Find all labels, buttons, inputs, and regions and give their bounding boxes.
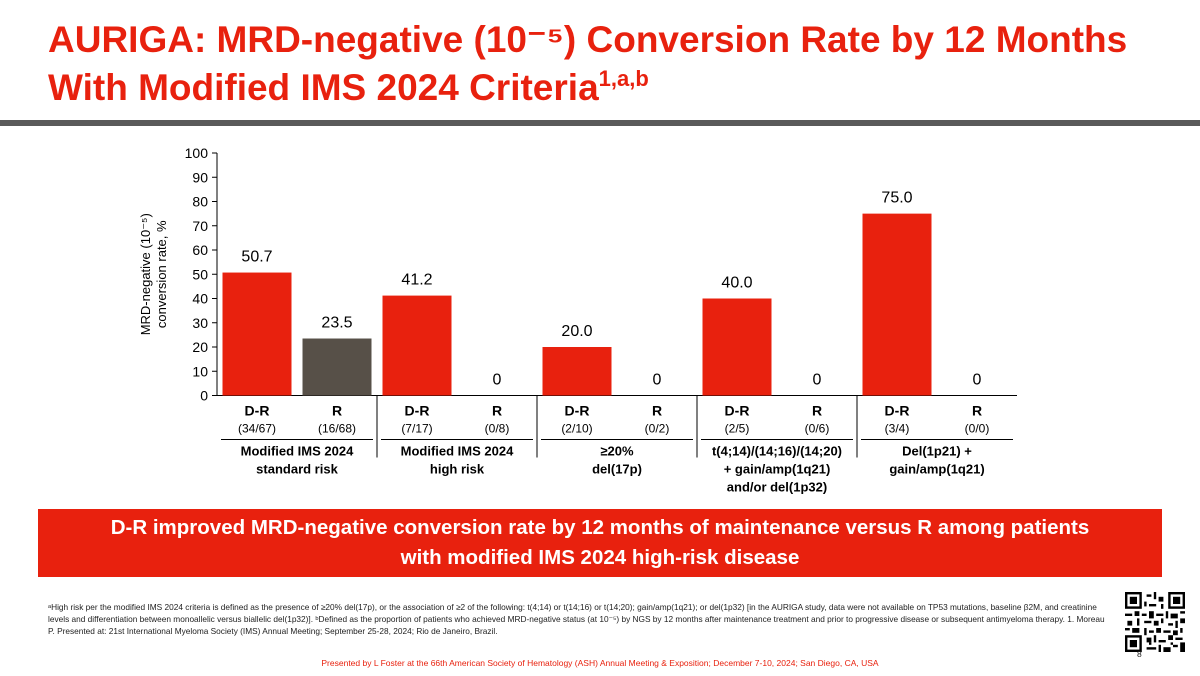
y-tick-label: 60 — [192, 242, 208, 258]
bar-d-r — [542, 347, 612, 396]
group-label: and/or del(1p32) — [727, 480, 827, 495]
slide-title: AURIGA: MRD-negative (10⁻⁵) Conversion R… — [48, 16, 1168, 112]
bar-value-label: 23.5 — [321, 315, 352, 332]
bar-d-r — [702, 298, 772, 396]
bar-value-label: 0 — [973, 372, 982, 389]
bar-d-r — [382, 295, 452, 396]
y-tick-label: 80 — [192, 194, 208, 210]
arm-n-label: (2/10) — [561, 422, 592, 436]
bar-value-label: 0 — [813, 372, 822, 389]
key-message-banner: D-R improved MRD-negative conversion rat… — [38, 509, 1162, 577]
arm-n-label: (3/4) — [885, 422, 910, 436]
y-axis-title-line2: conversion rate, % — [154, 220, 169, 328]
arm-n-label: (0/6) — [805, 422, 830, 436]
title-divider — [0, 120, 1200, 126]
group-label: Modified IMS 2024 — [401, 444, 514, 459]
arm-n-label: (34/67) — [238, 422, 276, 436]
y-tick-label: 90 — [192, 169, 208, 185]
presented-by-footer: Presented by L Foster at the 66th Americ… — [321, 658, 879, 668]
title-superscript: 1,a,b — [598, 66, 649, 91]
group-label: del(17p) — [592, 462, 642, 477]
group-label: + gain/amp(1q21) — [724, 462, 831, 477]
bar-d-r — [222, 272, 292, 396]
arm-label: D-R — [405, 403, 430, 419]
arm-n-label: (0/2) — [645, 422, 670, 436]
y-tick-label: 0 — [200, 388, 208, 404]
group-label: Del(1p21) + — [902, 444, 972, 459]
arm-n-label: (0/0) — [965, 422, 990, 436]
bar-value-label: 75.0 — [881, 190, 912, 207]
bar-value-label: 50.7 — [241, 249, 272, 266]
footnote: ᵃHigh risk per the modified IMS 2024 cri… — [48, 602, 1105, 636]
group-label: Modified IMS 2024 — [241, 444, 354, 459]
y-axis-title-line1: MRD-negative (10⁻⁵) — [138, 213, 153, 335]
arm-label: R — [972, 403, 982, 419]
bar-r — [302, 338, 372, 396]
key-message-text: D-R improved MRD-negative conversion rat… — [110, 516, 1090, 569]
arm-label: D-R — [245, 403, 270, 419]
arm-n-label: (16/68) — [318, 422, 356, 436]
arm-n-label: (0/8) — [485, 422, 510, 436]
y-tick-label: 10 — [192, 363, 208, 379]
slide-title-text: AURIGA: MRD-negative (10⁻⁵) Conversion R… — [48, 19, 1128, 108]
group-label: gain/amp(1q21) — [889, 462, 984, 477]
arm-label: D-R — [725, 403, 750, 419]
group-label: t(4;14)/(14;16)/(14;20) — [712, 444, 842, 459]
group-label: high risk — [430, 462, 485, 477]
arm-label: R — [332, 403, 342, 419]
arm-n-label: (2/5) — [725, 422, 750, 436]
y-tick-label: 20 — [192, 339, 208, 355]
mrd-bar-chart: 0 10 20 30 40 50 60 70 80 90 100 MRD-negative (10⁻⁵… — [138, 145, 1017, 495]
y-tick-label: 70 — [192, 218, 208, 234]
arm-label: R — [812, 403, 822, 419]
y-tick-label: 100 — [185, 145, 209, 161]
y-tick-label: 40 — [192, 291, 208, 307]
arm-label: D-R — [885, 403, 910, 419]
qr-code-icon[interactable] — [1125, 592, 1185, 652]
page-number: 8 — [1137, 649, 1142, 659]
group-label: ≥20% — [600, 444, 634, 459]
bar-value-label: 0 — [653, 372, 662, 389]
arm-n-label: (7/17) — [401, 422, 432, 436]
bar-d-r — [862, 213, 932, 396]
bar-value-label: 0 — [493, 372, 502, 389]
arm-label: R — [492, 403, 502, 419]
y-tick-label: 50 — [192, 266, 208, 282]
bar-value-label: 40.0 — [721, 275, 752, 292]
bar-value-label: 20.0 — [561, 323, 592, 340]
bar-value-label: 41.2 — [401, 272, 432, 289]
arm-label: R — [652, 403, 662, 419]
group-label: standard risk — [256, 462, 338, 477]
arm-label: D-R — [565, 403, 590, 419]
y-tick-label: 30 — [192, 315, 208, 331]
